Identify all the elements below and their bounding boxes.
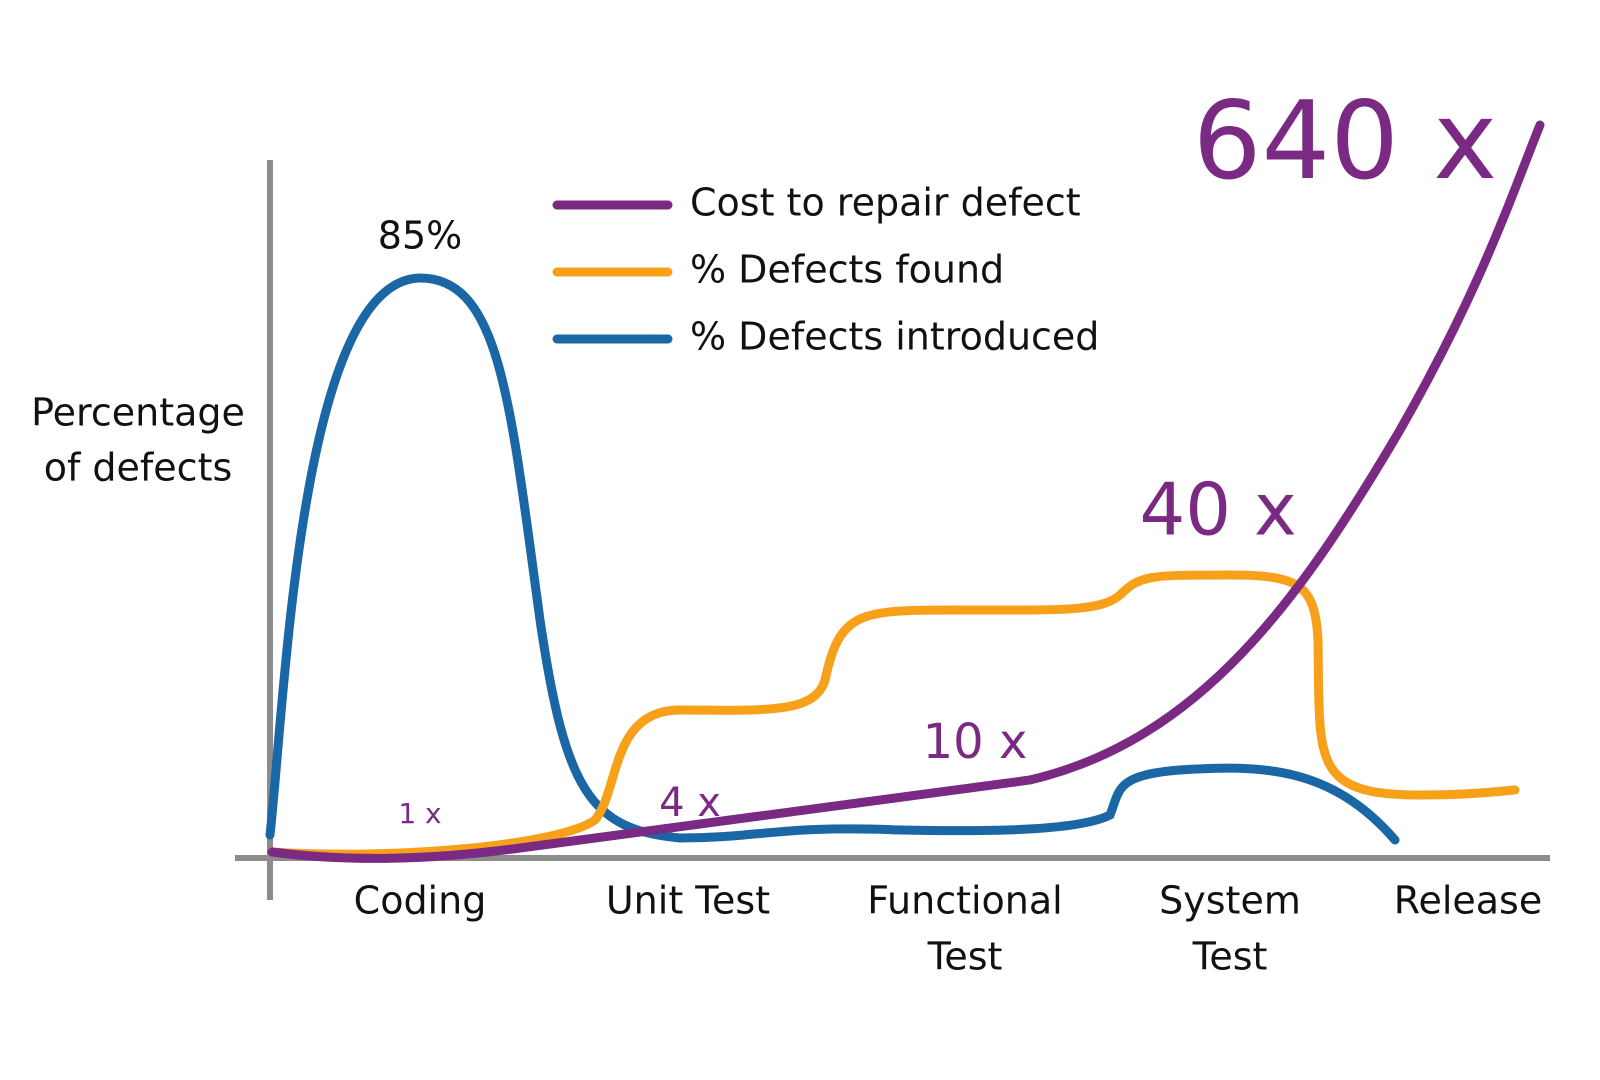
cost-label: 640 x — [1193, 79, 1497, 204]
x-category-label: Test — [1192, 935, 1268, 979]
cost-label: 1 x — [398, 797, 441, 830]
cost-label: 4 x — [659, 780, 721, 826]
y-axis-label: Percentage — [31, 391, 245, 435]
cost-label: 10 x — [923, 714, 1028, 770]
x-category-label: Coding — [354, 879, 487, 923]
cost-label: 40 x — [1139, 468, 1296, 552]
x-category-label: Test — [927, 935, 1003, 979]
x-category-label: Unit Test — [606, 879, 770, 923]
legend-label: % Defects found — [690, 248, 1004, 292]
x-category-label: Functional — [867, 879, 1062, 923]
defects-found-curve — [267, 570, 1520, 859]
legend-label: % Defects introduced — [690, 315, 1099, 359]
legend-label: Cost to repair defect — [690, 181, 1081, 225]
defects-introduced-curve — [265, 273, 1400, 845]
y-axis-label: of defects — [44, 446, 233, 490]
x-category-label: System — [1159, 879, 1301, 923]
peak-label: 85% — [378, 214, 462, 258]
cost-curve — [267, 120, 1545, 863]
x-category-label: Release — [1394, 879, 1542, 923]
